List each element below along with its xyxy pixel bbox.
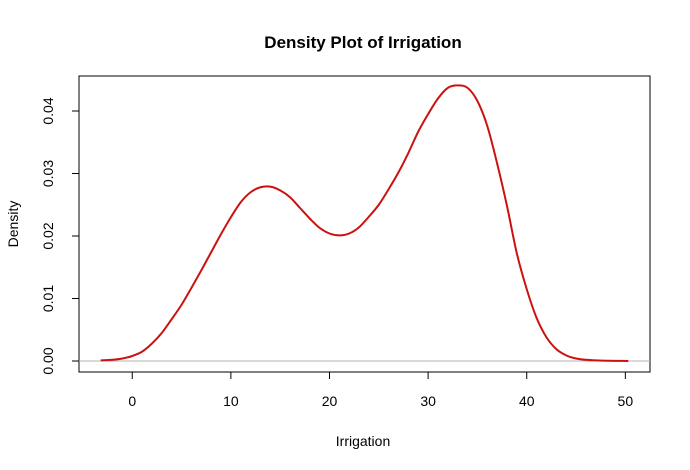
y-tick-label: 0.01	[40, 285, 56, 312]
x-tick-label: 40	[519, 393, 535, 409]
y-tick-label: 0.04	[40, 97, 56, 124]
x-tick-label: 30	[420, 393, 436, 409]
y-axis: 0.00 0.01 0.02 0.03 0.04	[40, 97, 80, 375]
y-axis-label: Density	[5, 201, 21, 248]
y-tick-label: 0.02	[40, 222, 56, 249]
density-line	[100, 84, 629, 362]
x-axis: 0 10 20 30 40 50	[128, 371, 634, 409]
x-tick-label: 20	[322, 393, 338, 409]
x-axis-label: Irrigation	[336, 433, 390, 449]
x-tick-label: 10	[223, 393, 239, 409]
y-tick-label: 0.00	[40, 347, 56, 374]
x-tick-label: 50	[618, 393, 634, 409]
x-tick-label: 0	[128, 393, 136, 409]
chart-title: Density Plot of Irrigation	[264, 33, 461, 52]
y-tick-label: 0.03	[40, 160, 56, 187]
